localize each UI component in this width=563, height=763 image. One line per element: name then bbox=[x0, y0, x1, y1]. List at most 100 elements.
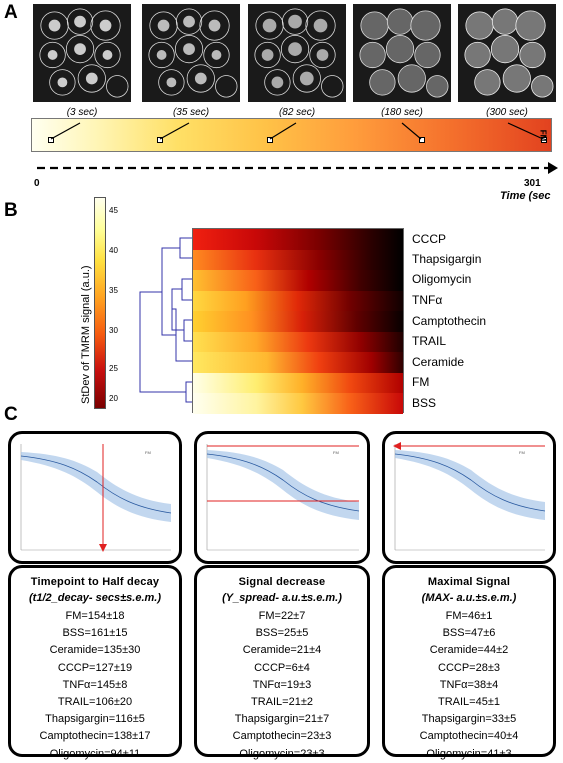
decay-curve-plot: FM bbox=[206, 444, 360, 551]
stats-line: TRAIL=45±1 bbox=[438, 696, 500, 709]
stats-line: CCCP=127±19 bbox=[57, 661, 133, 674]
stats-box-signal-decrease: Signal decrease (Y_spread- a.u.±s.e.m.) … bbox=[194, 565, 370, 760]
timepoint-marker-5 bbox=[541, 137, 547, 143]
row-label: CCCP bbox=[412, 232, 447, 246]
time-label-1: (3 sec) bbox=[66, 107, 98, 118]
colorbar bbox=[94, 197, 106, 409]
timepoint-marker-2 bbox=[157, 137, 163, 143]
mean-curve bbox=[20, 455, 172, 514]
stats-line: Camptothecin=23±3 bbox=[232, 730, 332, 743]
time-axis-title: Time (sec bbox=[500, 190, 551, 202]
time-label-2: (35 sec) bbox=[172, 107, 210, 118]
microscopy-frame-3 bbox=[248, 4, 346, 102]
row-label: BSS bbox=[412, 396, 437, 410]
stats-line: TNFα=145±8 bbox=[62, 678, 128, 691]
stats-line: Camptothecin=138±17 bbox=[39, 730, 151, 743]
timepoint-marker-4 bbox=[419, 137, 425, 143]
stats-line: Oligomycin=41±3 bbox=[426, 747, 512, 760]
colorbar-title: StDev of TMRM signal (a.u.) bbox=[80, 265, 92, 404]
row-label: FM bbox=[412, 375, 430, 389]
time-gradient-bar: FM bbox=[31, 118, 552, 152]
colorbar-tick: 40 bbox=[109, 246, 118, 255]
stats-line: TNFα=38±4 bbox=[439, 678, 499, 691]
confidence-band bbox=[21, 452, 171, 522]
time-label-4: (180 sec) bbox=[381, 107, 423, 118]
colorbar-tick: 45 bbox=[109, 206, 118, 215]
stats-box-maximal-signal: Maximal Signal (MAX- a.u.±s.e.m.) FM=46±… bbox=[382, 565, 556, 760]
decay-curve-plot: FM bbox=[20, 444, 172, 552]
heatmap-row bbox=[193, 372, 403, 393]
stats-box-subtitle: (t1/2_decay- secs±s.e.m.) bbox=[29, 592, 161, 604]
stats-line: Thapsigargin=21±7 bbox=[234, 713, 330, 726]
row-label: TNFα bbox=[412, 293, 443, 307]
stats-line: TNFα=19±3 bbox=[252, 678, 312, 691]
plot-box-half-decay: FM bbox=[8, 431, 182, 564]
time-axis-start: 0 bbox=[34, 178, 40, 189]
microscopy-frame-1 bbox=[33, 4, 131, 102]
stats-line: TRAIL=21±2 bbox=[251, 696, 313, 709]
stats-line: FM=154±18 bbox=[65, 610, 125, 622]
time-label-3: (82 sec) bbox=[278, 107, 316, 118]
stats-box-title: Maximal Signal bbox=[427, 576, 511, 588]
stats-line: Oligomycin=94±11 bbox=[49, 747, 141, 760]
row-label: TRAIL bbox=[412, 334, 447, 348]
row-label: Oligomycin bbox=[412, 272, 472, 286]
stats-line: CCCP=6±4 bbox=[254, 661, 310, 674]
heatmap-row bbox=[193, 331, 403, 352]
plot-legend: FM bbox=[145, 450, 151, 455]
mean-curve bbox=[206, 453, 360, 512]
heatmap-row bbox=[193, 311, 403, 332]
heatmap-row bbox=[193, 352, 403, 373]
colorbar-tick: 25 bbox=[109, 364, 118, 373]
stats-line: BSS=25±5 bbox=[255, 627, 309, 640]
heatmap-row bbox=[193, 249, 403, 270]
stats-box-title: Signal decrease bbox=[238, 576, 326, 588]
stats-line: Ceramide=21±4 bbox=[242, 644, 322, 657]
plot-box-maximal-signal: FM bbox=[382, 431, 556, 564]
time-axis-end: 301 bbox=[524, 178, 541, 189]
microscopy-frame-2 bbox=[142, 4, 240, 102]
stats-line: FM=46±1 bbox=[445, 610, 493, 622]
mean-curve bbox=[394, 453, 546, 512]
stats-line: Thapsigargin=116±5 bbox=[45, 713, 145, 726]
stats-line: Oligomycin=23±3 bbox=[239, 747, 325, 760]
stats-line: FM=22±7 bbox=[258, 610, 306, 622]
plot-box-signal-decrease: FM bbox=[194, 431, 370, 564]
confidence-band bbox=[395, 450, 545, 520]
timepoint-marker-3 bbox=[267, 137, 273, 143]
microscopy-frame-5 bbox=[458, 4, 556, 102]
heatmap-row bbox=[193, 393, 403, 414]
stats-box-subtitle: (MAX- a.u.±s.e.m.) bbox=[421, 592, 517, 604]
stats-line: BSS=47±6 bbox=[442, 627, 496, 640]
stats-box-title: Timepoint to Half decay bbox=[30, 576, 160, 588]
colorbar-tick: 30 bbox=[109, 326, 118, 335]
stats-box-subtitle: (Y_spread- a.u.±s.e.m.) bbox=[222, 592, 342, 604]
colorbar-tick: 35 bbox=[109, 286, 118, 295]
confidence-band bbox=[207, 450, 359, 520]
panel-letter-b: B bbox=[4, 200, 18, 221]
stats-line: CCCP=28±3 bbox=[438, 661, 500, 674]
stats-box-half-decay: Timepoint to Half decay (t1/2_decay- sec… bbox=[8, 565, 182, 760]
heatmap bbox=[192, 228, 404, 414]
stats-line: Thapsigargin=33±5 bbox=[421, 713, 517, 726]
timepoint-marker-1 bbox=[48, 137, 54, 143]
row-label: Camptothecin bbox=[412, 314, 487, 328]
plot-legend: FM bbox=[519, 450, 525, 455]
microscopy-frame-4 bbox=[353, 4, 451, 102]
stats-line: Camptothecin=40±4 bbox=[419, 730, 519, 743]
colorbar-tick: 20 bbox=[109, 394, 118, 403]
row-label: Ceramide bbox=[412, 355, 465, 369]
time-label-5: (300 sec) bbox=[486, 107, 528, 118]
heatmap-row bbox=[193, 290, 403, 311]
timepoint-connectors bbox=[37, 122, 558, 174]
stats-line: Ceramide=135±30 bbox=[49, 644, 141, 657]
heatmap-row bbox=[193, 270, 403, 291]
stats-line: BSS=161±15 bbox=[62, 627, 128, 640]
stats-line: Ceramide=44±2 bbox=[429, 644, 509, 657]
stats-line: TRAIL=106±20 bbox=[57, 696, 133, 709]
panel-letter-c: C bbox=[4, 404, 18, 425]
heatmap-row bbox=[193, 229, 403, 250]
plot-legend: FM bbox=[333, 450, 339, 455]
panel-letter-a: A bbox=[4, 2, 18, 23]
time-axis-arrowhead bbox=[548, 162, 558, 174]
